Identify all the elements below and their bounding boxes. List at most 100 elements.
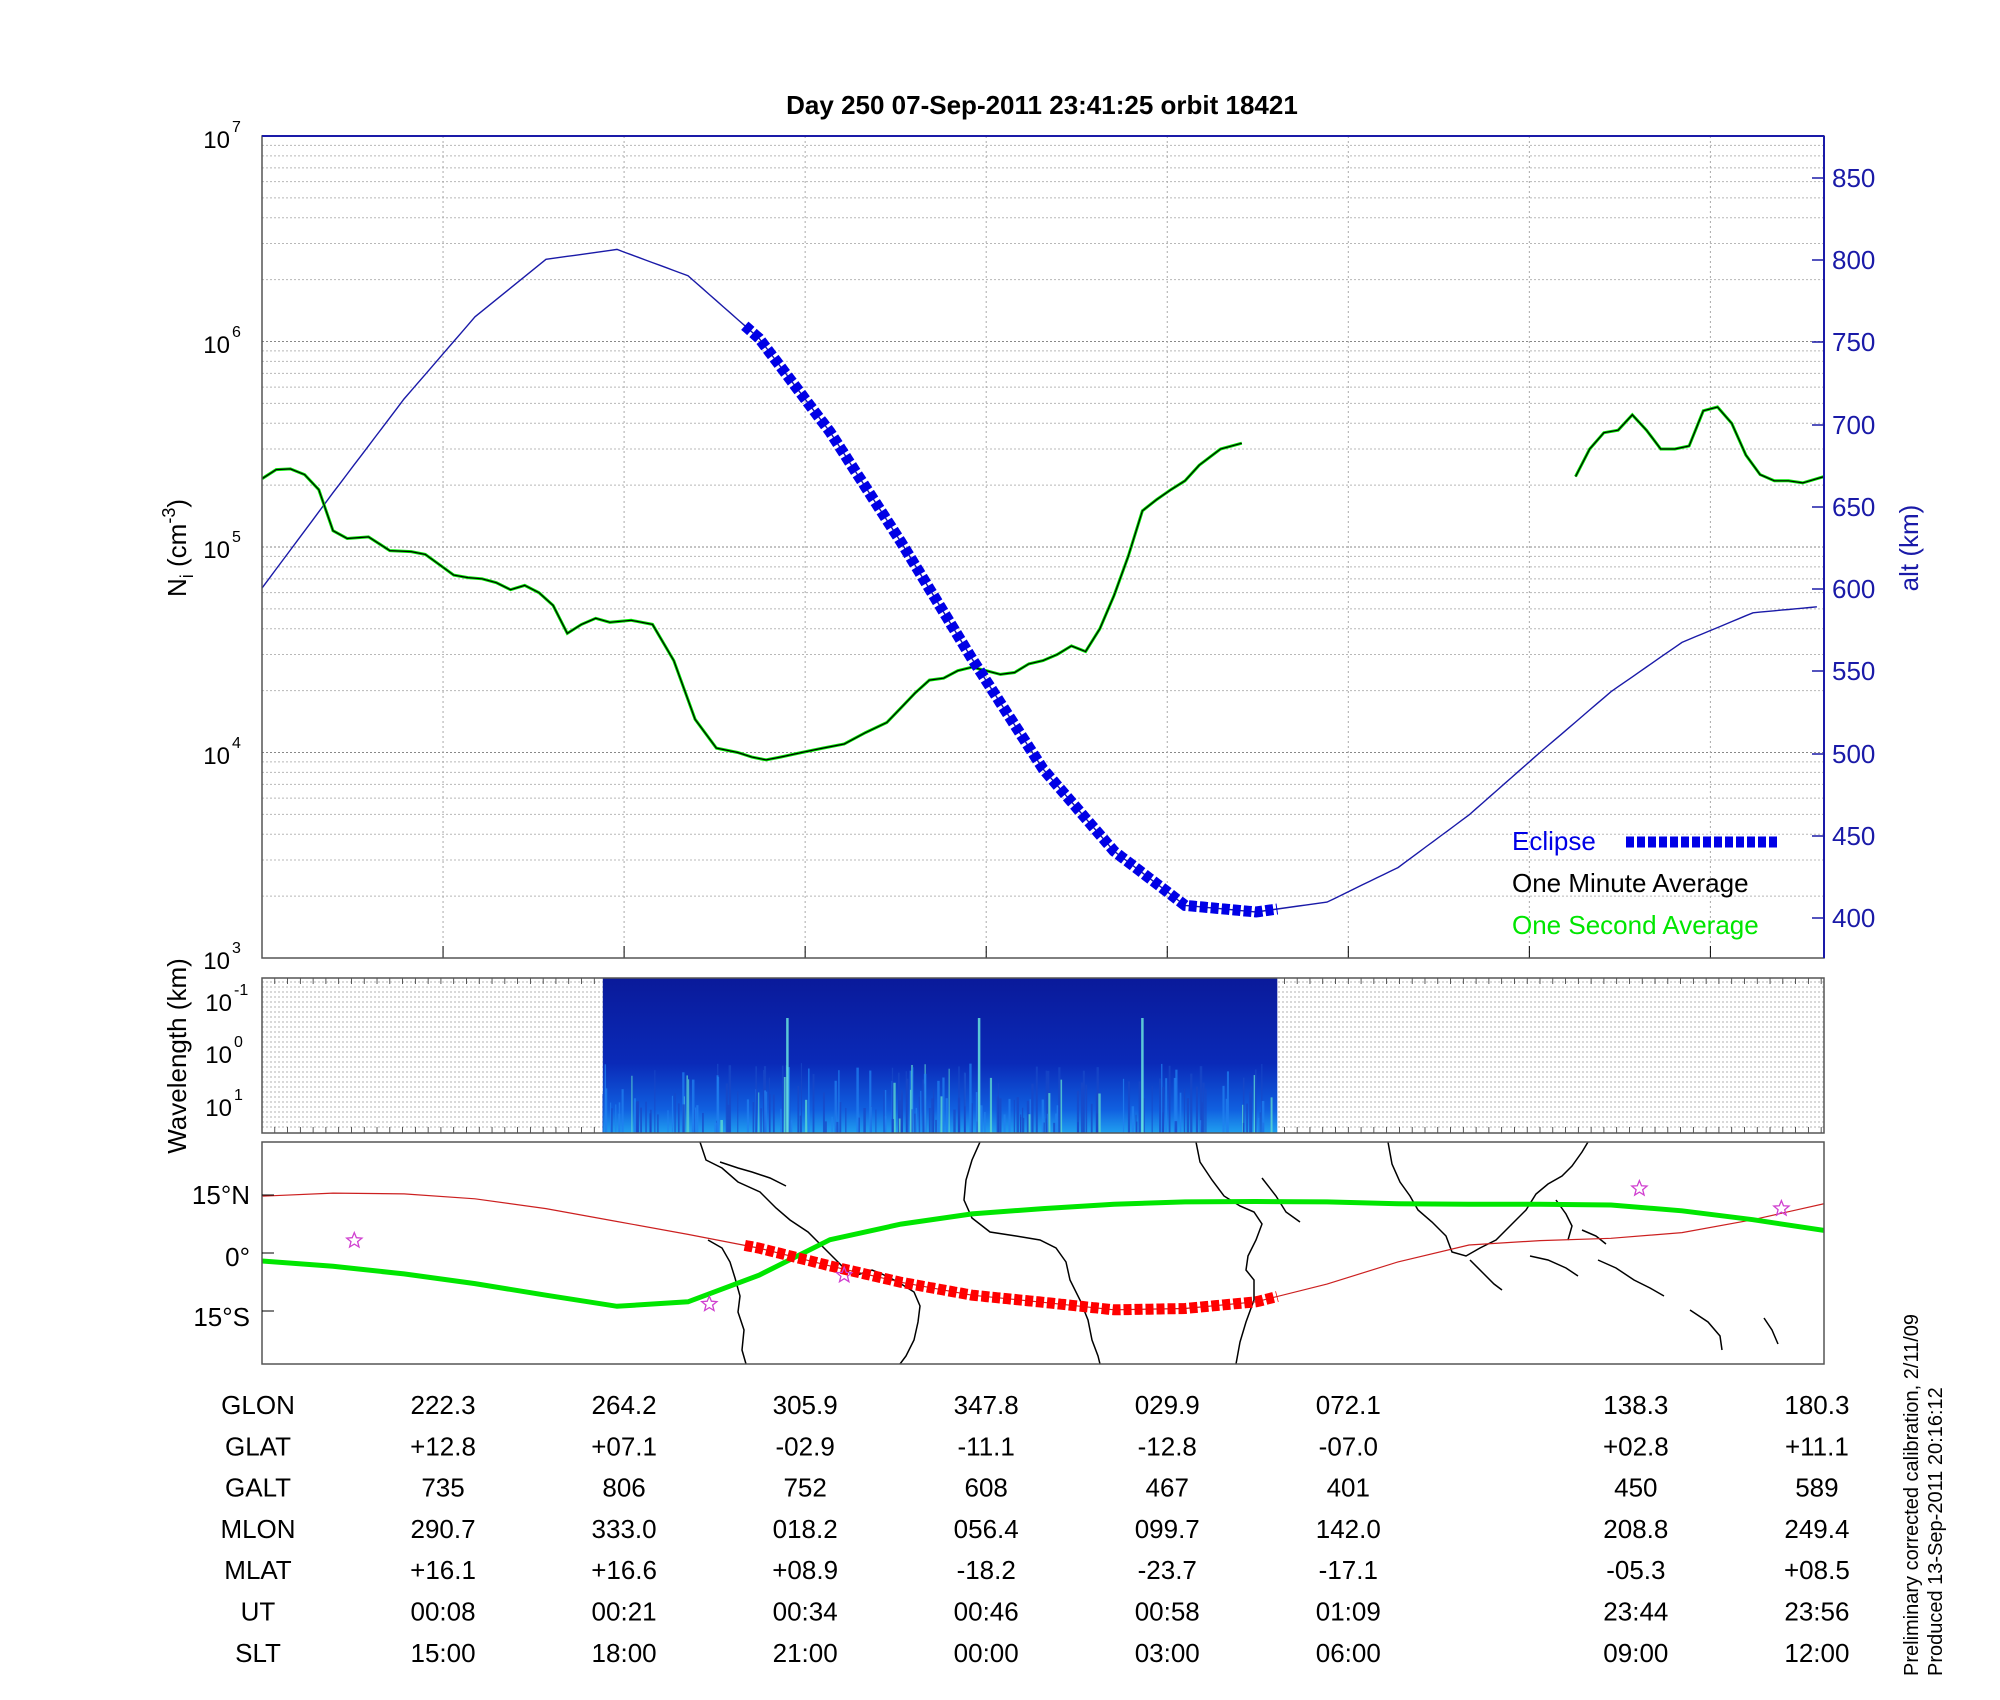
table-cell: 00:21	[592, 1597, 657, 1627]
altitude-tick-550: 550	[1812, 656, 1875, 686]
table-cell: +08.9	[772, 1555, 838, 1585]
altitude-y-label: alt (km)	[1894, 505, 1924, 592]
density-second-average-line	[262, 441, 1243, 762]
table-cell: 305.9	[773, 1390, 838, 1420]
table-row-label: GLON	[221, 1390, 295, 1420]
table-cell: 735	[421, 1473, 464, 1503]
svg-text:10: 10	[203, 948, 230, 975]
table-row-label: MLAT	[224, 1555, 292, 1585]
table-cell: 208.8	[1603, 1514, 1668, 1544]
svg-text:10: 10	[205, 1042, 232, 1069]
altitude-line	[262, 248, 1817, 913]
density-y-tick-5: 10 5	[203, 529, 241, 564]
table-cell: 23:56	[1784, 1597, 1849, 1627]
svg-text:10: 10	[203, 332, 230, 359]
spectrogram-y-label: Wavelength (km)	[162, 958, 192, 1154]
table-cell: -05.3	[1606, 1555, 1665, 1585]
svg-text:10: 10	[203, 127, 230, 154]
table-row-label: GLAT	[225, 1431, 291, 1461]
density-minute-average-line-2	[1574, 406, 1824, 484]
svg-text:3: 3	[232, 940, 241, 957]
legend-eclipse-label: Eclipse	[1512, 826, 1596, 856]
coastlines	[699, 1142, 1779, 1364]
produced-note: Produced 13-Sep-2011 20:16:12	[1925, 1387, 1947, 1676]
table-cell: 608	[965, 1473, 1008, 1503]
table-cell: 589	[1795, 1473, 1838, 1503]
svg-text:500: 500	[1832, 739, 1875, 769]
table-cell: 12:00	[1784, 1638, 1849, 1668]
spectrogram-y-tick-1: 10 1	[205, 1087, 243, 1122]
map-frame	[261, 1141, 1825, 1365]
altitude-tick-650: 650	[1812, 492, 1875, 522]
density-panel: 10 7 10 6 10 5 10 4 10 3 Ni (cm-3) 400 4…	[159, 119, 1924, 975]
table-cell: 00:34	[773, 1597, 838, 1627]
table-cell: 09:00	[1603, 1638, 1668, 1668]
ionosonde-star	[345, 1230, 364, 1249]
svg-text:0°: 0°	[225, 1242, 250, 1272]
legend: Eclipse One Minute Average One Second Av…	[1512, 826, 1778, 940]
chart-title: Day 250 07-Sep-2011 23:41:25 orbit 18421	[786, 90, 1298, 120]
svg-text:750: 750	[1832, 327, 1875, 357]
ionosonde-star	[834, 1265, 854, 1284]
svg-text:5: 5	[232, 529, 241, 546]
map-panel: 15°N 0° 15°S	[192, 1141, 1825, 1365]
table-cell: 06:00	[1316, 1638, 1381, 1668]
altitude-tick-450: 450	[1812, 821, 1875, 851]
altitude-tick-600: 600	[1812, 574, 1875, 604]
table-cell: 23:44	[1603, 1597, 1668, 1627]
table-cell: 018.2	[773, 1514, 838, 1544]
table-cell: +08.5	[1784, 1555, 1850, 1585]
table-cell: -23.7	[1138, 1555, 1197, 1585]
table-cell: +07.1	[591, 1431, 657, 1461]
table-cell: +12.8	[410, 1431, 476, 1461]
table-cell: -07.0	[1319, 1431, 1378, 1461]
ionosonde-star	[1772, 1198, 1791, 1217]
svg-text:10: 10	[203, 743, 230, 770]
table-cell: +16.6	[591, 1555, 657, 1585]
ionosonde-star	[700, 1294, 719, 1312]
ionosonde-star	[1630, 1178, 1649, 1197]
svg-text:550: 550	[1832, 656, 1875, 686]
table-cell: 249.4	[1784, 1514, 1849, 1544]
svg-text:4: 4	[232, 735, 241, 752]
svg-text:10: 10	[203, 537, 230, 564]
spectrogram-y-tick-0: 10 0	[205, 1034, 243, 1069]
svg-text:1: 1	[234, 1087, 243, 1104]
table-cell: -18.2	[957, 1555, 1016, 1585]
svg-text:650: 650	[1832, 492, 1875, 522]
table-cell: -17.1	[1319, 1555, 1378, 1585]
altitude-tick-750: 750	[1812, 327, 1875, 357]
table-cell: 450	[1614, 1473, 1657, 1503]
table-cell: 099.7	[1135, 1514, 1200, 1544]
density-y-tick-6: 10 6	[203, 324, 241, 359]
table-cell: +02.8	[1603, 1431, 1669, 1461]
table-cell: 467	[1146, 1473, 1189, 1503]
table-cell: 264.2	[592, 1390, 657, 1420]
table-cell: 290.7	[411, 1514, 476, 1544]
density-grid	[261, 136, 1824, 959]
altitude-tick-800: 800	[1812, 245, 1875, 275]
spectrogram-y-tick-minus1: 10 -1	[205, 982, 248, 1017]
altitude-tick-400: 400	[1812, 903, 1875, 933]
spectrogram-panel: 10 -1 10 0 10 1 Wavelength (km)	[162, 958, 1825, 1154]
table-cell: -02.9	[776, 1431, 835, 1461]
table-cell: 752	[783, 1473, 826, 1503]
density-minute-average-line	[262, 442, 1242, 761]
table-cell: 333.0	[592, 1514, 657, 1544]
table-cell: 072.1	[1316, 1390, 1381, 1420]
legend-second-label: One Second Average	[1512, 910, 1759, 940]
altitude-tick-850: 850	[1812, 163, 1875, 193]
svg-text:10: 10	[205, 1095, 232, 1122]
spectrogram-image	[602, 978, 1278, 1133]
table-cell: 401	[1327, 1473, 1370, 1503]
table-cell: 18:00	[592, 1638, 657, 1668]
map-y-tick-0: 0°	[225, 1242, 274, 1272]
table-cell: 180.3	[1784, 1390, 1849, 1420]
table-cell: 222.3	[411, 1390, 476, 1420]
svg-text:0: 0	[234, 1034, 243, 1051]
table-row-label: UT	[241, 1597, 276, 1627]
svg-text:700: 700	[1832, 410, 1875, 440]
map-y-tick-15N: 15°N	[192, 1180, 274, 1210]
legend-minute-label: One Minute Average	[1512, 868, 1749, 898]
